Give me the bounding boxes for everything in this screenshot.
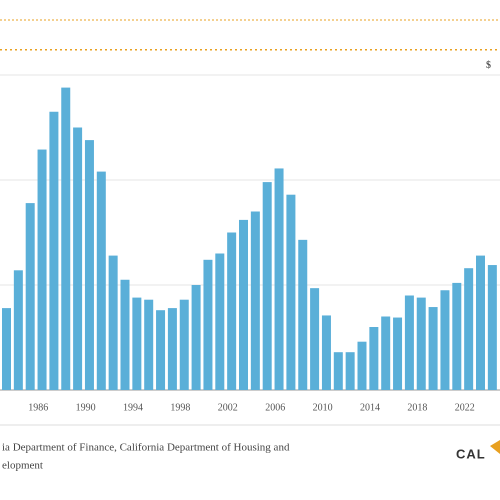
x-tick-label: 2022 (455, 402, 475, 413)
bar (13, 270, 23, 390)
bar (393, 317, 403, 390)
bar (96, 171, 106, 390)
bar (452, 282, 462, 390)
logo: CAL (456, 446, 486, 461)
bar (84, 140, 94, 390)
x-tick-label: 1986 (28, 402, 48, 413)
bar (73, 127, 83, 390)
bar (310, 288, 320, 390)
bar (132, 297, 142, 390)
bar (227, 232, 237, 390)
bar (274, 168, 284, 390)
bar (61, 87, 71, 390)
x-tick-label: 2010 (313, 402, 333, 413)
bar (191, 285, 201, 390)
bar (404, 295, 414, 390)
bar (464, 268, 474, 390)
x-tick-label: 2002 (218, 402, 238, 413)
bar (239, 219, 248, 390)
bar (476, 255, 485, 390)
bar (156, 310, 166, 390)
bar (203, 259, 213, 390)
x-tick-label: 2014 (360, 402, 380, 413)
source-line: ia Department of Finance, California Dep… (2, 442, 290, 454)
x-tick-label: 1994 (123, 402, 143, 413)
bar (286, 194, 296, 390)
bar (49, 111, 59, 390)
bar (262, 182, 272, 390)
bar (369, 327, 379, 390)
bar (321, 315, 331, 390)
bar (144, 299, 154, 390)
bar (120, 279, 130, 390)
source-line: elopment (2, 460, 43, 472)
bar (487, 265, 497, 390)
bar (381, 316, 391, 390)
target-label: $ (486, 60, 491, 71)
bar (167, 308, 177, 390)
bar (298, 239, 308, 390)
bar (345, 352, 355, 390)
bar (428, 307, 438, 390)
bar (37, 149, 47, 390)
bar (333, 352, 343, 390)
bar (215, 253, 225, 390)
bar (440, 290, 450, 390)
bar (250, 211, 260, 390)
bar (2, 308, 11, 390)
bar (108, 255, 118, 390)
logo-mark (490, 440, 500, 454)
bar (25, 203, 35, 390)
bar (179, 299, 189, 390)
x-tick-label: 2006 (265, 402, 285, 413)
x-tick-label: 1998 (170, 402, 190, 413)
bar (416, 297, 426, 390)
bar (357, 341, 367, 390)
x-tick-label: 1990 (76, 402, 96, 413)
x-tick-label: 2018 (407, 402, 427, 413)
